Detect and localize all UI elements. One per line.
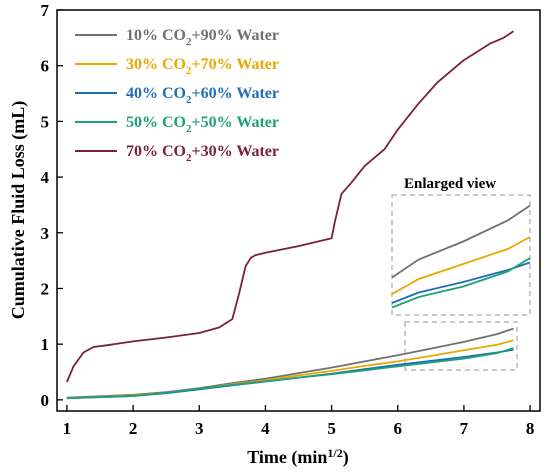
x-tick-label: 4: [261, 419, 270, 438]
x-tick-label: 3: [195, 419, 204, 438]
y-tick-label: 2: [41, 279, 50, 298]
inset-line-2: [391, 236, 531, 295]
x-axis-title-end: ): [343, 447, 349, 468]
x-tick-label: 7: [460, 419, 469, 438]
x-axis-title-sup: 1/2: [327, 446, 342, 460]
x-tick-label: 6: [393, 419, 402, 438]
zoom-region-box: [404, 321, 518, 371]
legend-label-3: 40% CO2+60% Water: [126, 85, 279, 106]
x-tick-label: 8: [526, 419, 535, 438]
inset-title: Enlarged view: [404, 176, 496, 192]
y-tick-label: 4: [41, 168, 50, 187]
x-tick-label: 5: [327, 419, 336, 438]
series-line-5: [66, 30, 514, 383]
y-tick-label: 6: [41, 57, 50, 76]
inset-line-1: [391, 204, 531, 279]
series-line-4: [66, 347, 514, 400]
y-tick-label: 5: [41, 112, 50, 131]
legend-label-2: 30% CO2+70% Water: [126, 56, 279, 77]
y-tick-label: 0: [41, 391, 50, 410]
y-tick-label: 7: [41, 1, 50, 20]
legend-label-1: 10% CO2+90% Water: [126, 27, 279, 48]
x-axis-title-main: Time (min: [247, 447, 327, 468]
series-line-1: [66, 327, 514, 399]
x-axis-title: Time (min1/2): [247, 446, 349, 468]
legend-label-5: 70% CO2+30% Water: [126, 143, 279, 164]
legend-label-4: 50% CO2+50% Water: [126, 114, 279, 135]
ticks-layer: [57, 9, 531, 411]
inset-line-4: [391, 257, 531, 309]
legend: 10% CO2+90% Water 30% CO2+70% Water 40% CO…: [75, 27, 279, 164]
y-tick-label: 1: [41, 335, 50, 354]
y-axis-title: Cumulative Fluid Loss (mL): [8, 101, 29, 320]
plot-frame: [56, 9, 541, 412]
x-tick-label: 1: [63, 419, 72, 438]
inset-box: [391, 194, 531, 316]
series-line-2: [66, 339, 514, 400]
series-layer: [66, 30, 514, 400]
y-tick-label: 3: [41, 224, 50, 243]
x-tick-label: 2: [129, 419, 138, 438]
inset-lines: [391, 204, 531, 309]
